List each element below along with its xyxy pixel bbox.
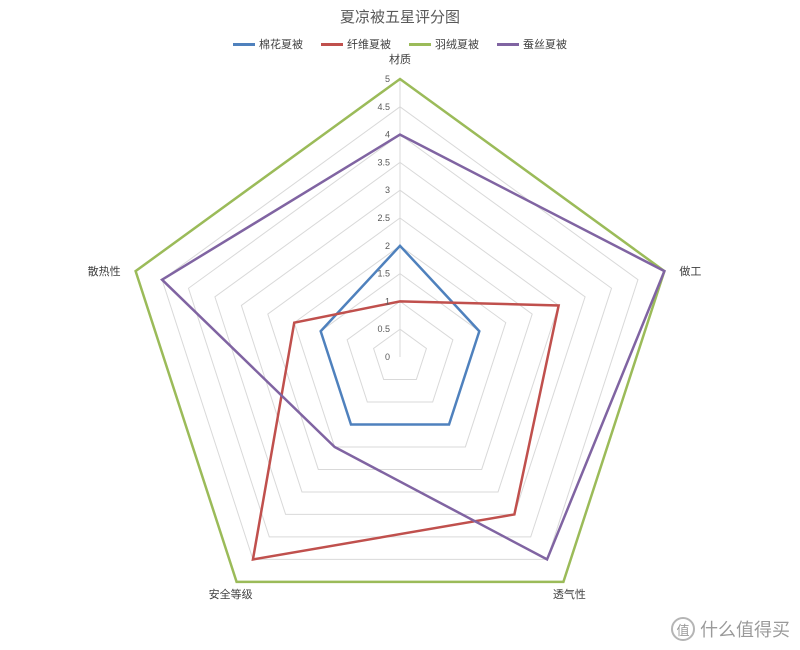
gridline-6: [240, 189, 560, 493]
axis-label-2: 透气性: [553, 587, 586, 601]
axis-label-0: 材质: [389, 52, 411, 66]
axis-label-1: 做工: [679, 264, 701, 278]
gridline-1: [372, 328, 428, 380]
legend-swatch: [497, 42, 519, 46]
axis-label-4: 散热性: [88, 264, 121, 278]
tick-label-5: 2.5: [377, 213, 390, 223]
series-line-2: [134, 77, 666, 584]
axis-label-3: 安全等级: [209, 587, 253, 601]
tick-label-2: 1: [385, 296, 390, 306]
watermark: 值 什么值得买: [671, 616, 790, 642]
gridline-4: [293, 245, 507, 448]
series-line-3: [160, 133, 666, 562]
tick-label-10: 5: [385, 74, 390, 84]
gridline-9: [161, 106, 639, 560]
legend-swatch: [321, 42, 343, 46]
legend: 棉花夏被 纤维夏被 羽绒夏被 蚕丝夏被: [0, 36, 800, 52]
legend-swatch: [233, 42, 255, 46]
tick-label-9: 4.5: [377, 102, 390, 112]
tick-label-8: 4: [385, 130, 390, 140]
legend-item: 蚕丝夏被: [497, 36, 567, 52]
legend-item: 棉花夏被: [233, 36, 303, 52]
series-line-0: [319, 243, 481, 426]
legend-swatch: [409, 42, 431, 46]
legend-label: 棉花夏被: [259, 39, 303, 51]
tick-label-6: 3: [385, 185, 390, 195]
tick-label-4: 2: [385, 241, 390, 251]
tick-label-7: 3.5: [377, 157, 390, 167]
gridline-8: [187, 133, 613, 538]
tick-label-0: 0: [385, 352, 390, 362]
series-line-1: [251, 300, 561, 561]
tick-label-3: 1.5: [377, 269, 390, 279]
gridline-7: [214, 161, 586, 515]
watermark-text: 什么值得买: [700, 620, 790, 640]
watermark-logo-icon: 值: [671, 617, 695, 641]
legend-label: 蚕丝夏被: [523, 39, 567, 51]
gridline-2: [346, 300, 454, 403]
gridline-5: [267, 217, 533, 470]
tick-label-1: 0.5: [377, 324, 390, 334]
legend-item: 羽绒夏被: [409, 36, 479, 52]
chart-title: 夏凉被五星评分图: [339, 9, 460, 26]
legend-label: 纤维夏被: [347, 39, 391, 51]
legend-label: 羽绒夏被: [435, 39, 479, 51]
legend-item: 纤维夏被: [321, 36, 391, 52]
